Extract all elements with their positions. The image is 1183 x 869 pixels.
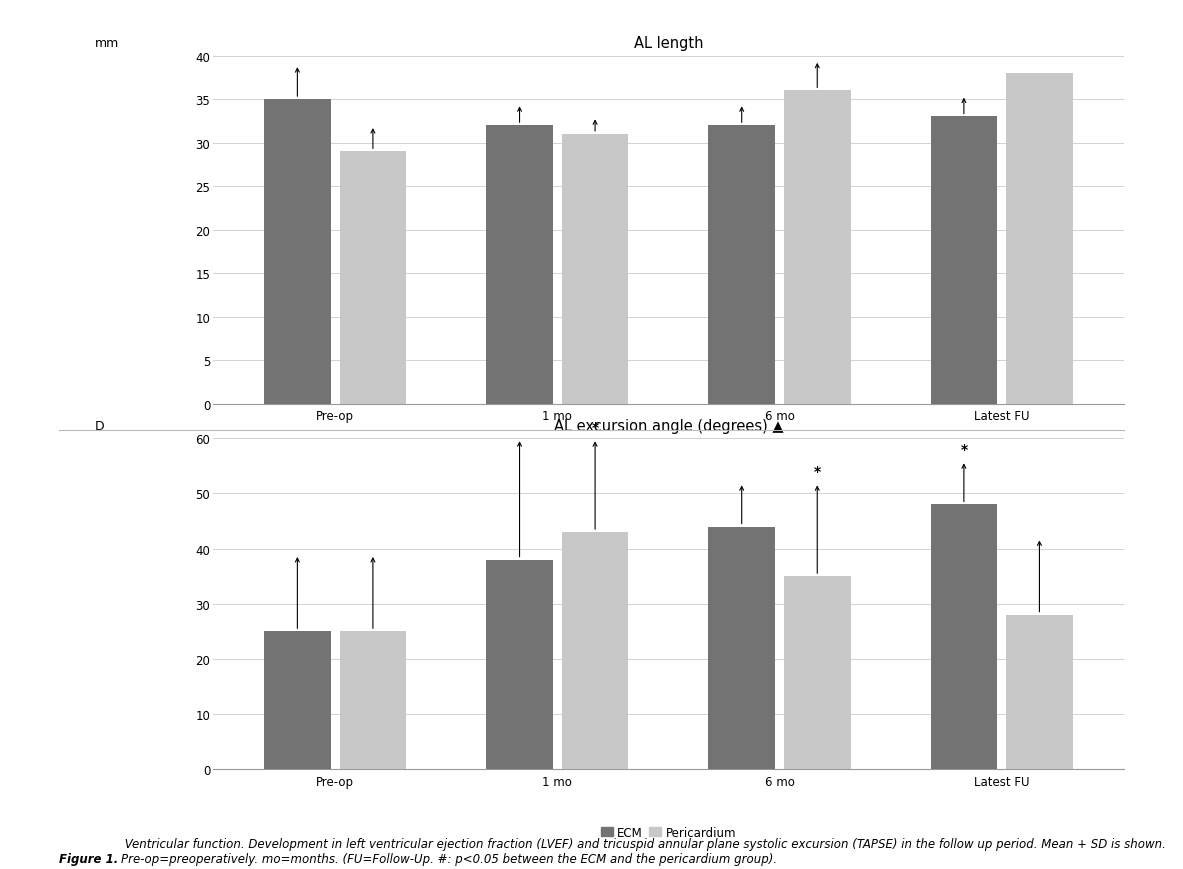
- Bar: [264, 100, 331, 404]
- Text: Figure 1.: Figure 1.: [59, 852, 118, 865]
- Text: *: *: [592, 421, 599, 434]
- Text: D: D: [95, 419, 104, 432]
- Bar: [486, 560, 552, 769]
- Bar: [562, 135, 628, 404]
- Bar: [1006, 74, 1073, 404]
- Bar: [709, 126, 775, 404]
- Bar: [562, 533, 628, 769]
- Text: Ventricular function. Development in left ventricular ejection fraction (LVEF) a: Ventricular function. Development in lef…: [121, 837, 1165, 865]
- Text: *: *: [961, 442, 968, 456]
- Text: *: *: [814, 465, 821, 479]
- Bar: [931, 505, 997, 769]
- Bar: [931, 117, 997, 404]
- Bar: [1006, 615, 1073, 769]
- Legend: ECM, Pericardium: ECM, Pericardium: [596, 821, 741, 844]
- Bar: [264, 632, 331, 769]
- Bar: [784, 576, 851, 769]
- Bar: [709, 527, 775, 769]
- Bar: [486, 126, 552, 404]
- Text: mm: mm: [95, 36, 118, 50]
- Bar: [784, 91, 851, 404]
- Title: AL length: AL length: [634, 36, 703, 51]
- Bar: [340, 152, 406, 404]
- Legend: ECM, Pericardium: ECM, Pericardium: [596, 459, 741, 481]
- Title: AL excursion angle (degrees) ▲: AL excursion angle (degrees) ▲: [554, 419, 783, 434]
- Bar: [340, 632, 406, 769]
